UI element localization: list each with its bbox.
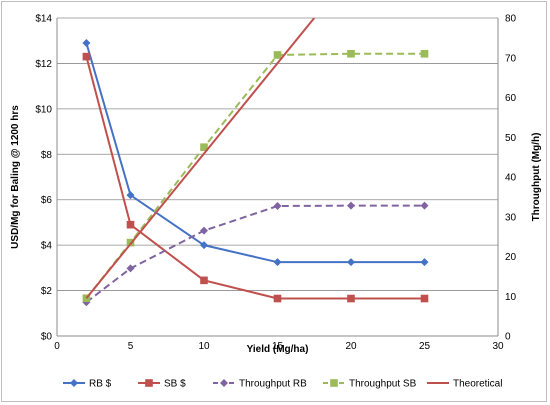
x-tick-label: 0 bbox=[54, 341, 60, 352]
y-tick-label: $14 bbox=[35, 14, 52, 25]
x-tick-label: 20 bbox=[345, 341, 357, 352]
series-line bbox=[85, 42, 425, 264]
y2-tick-label: 10 bbox=[505, 292, 517, 303]
data-point bbox=[200, 143, 208, 151]
axes bbox=[56, 18, 499, 337]
legend-item: Theoretical bbox=[427, 379, 502, 390]
y-tick-label: $2 bbox=[41, 286, 53, 297]
data-point bbox=[126, 220, 135, 229]
series-layer bbox=[82, 18, 429, 307]
legend-item: Throughput SB bbox=[323, 379, 417, 390]
legend-label: Theoretical bbox=[453, 379, 502, 390]
data-point bbox=[420, 49, 429, 58]
series-sb bbox=[82, 52, 429, 303]
series-theoretical bbox=[85, 18, 316, 299]
legend: RB $ SB $ Throughput RB Throughput SB Theore… bbox=[63, 379, 502, 390]
x-tick-label: 30 bbox=[492, 341, 504, 352]
data-point bbox=[200, 226, 208, 235]
y-tick-label: $0 bbox=[41, 332, 53, 343]
tick-labels: $0 $2 $4 $6 $8 $10 $12 $14 0 10 20 30 40 50 60 70 80 0 5 10… bbox=[35, 14, 516, 353]
y2-tick-label: 20 bbox=[505, 252, 517, 263]
legend-item: Throughput RB bbox=[213, 379, 307, 390]
y2-tick-label: 80 bbox=[505, 14, 517, 25]
data-point bbox=[347, 294, 355, 303]
x-tick-label: 5 bbox=[128, 341, 134, 352]
series-line bbox=[85, 204, 425, 304]
legend-marker bbox=[220, 379, 228, 387]
legend-item: SB $ bbox=[138, 379, 186, 390]
data-point bbox=[126, 191, 135, 200]
y-tick-label: $8 bbox=[41, 150, 53, 161]
gridlines bbox=[57, 17, 498, 291]
y2-tick-label: 50 bbox=[505, 133, 517, 144]
data-point bbox=[200, 241, 208, 250]
data-point bbox=[273, 51, 282, 59]
series-throughput-sb bbox=[82, 49, 429, 303]
data-point bbox=[82, 38, 91, 47]
data-point bbox=[347, 258, 355, 267]
legend-item: RB $ bbox=[63, 379, 112, 390]
y2-tick-label: 30 bbox=[505, 212, 517, 223]
data-point bbox=[126, 264, 135, 273]
series-line bbox=[85, 56, 425, 300]
y-tick-label: $6 bbox=[41, 195, 53, 206]
data-point bbox=[82, 52, 91, 61]
y2-tick-label: 70 bbox=[505, 53, 517, 64]
data-point bbox=[273, 258, 282, 267]
y2-axis-title: Throughput (Mg/h) bbox=[531, 133, 542, 222]
x-tick-label: 10 bbox=[198, 341, 210, 352]
data-point bbox=[420, 258, 429, 267]
legend-label: SB $ bbox=[164, 379, 186, 390]
series-line bbox=[85, 18, 316, 299]
y-tick-label: $12 bbox=[35, 59, 52, 70]
y2-tick-label: 0 bbox=[505, 332, 511, 343]
y2-tick-label: 40 bbox=[505, 173, 517, 184]
legend-label: Throughput RB bbox=[239, 379, 307, 390]
data-point bbox=[420, 294, 429, 303]
y2-tick-label: 60 bbox=[505, 93, 517, 104]
y-tick-label: $4 bbox=[41, 241, 53, 252]
x-tick-label: 15 bbox=[272, 341, 284, 352]
y-axis-title: USD/Mg for Baling @ 1200 hrs bbox=[10, 105, 21, 249]
legend-marker bbox=[70, 379, 78, 387]
y-tick-label: $10 bbox=[35, 104, 52, 115]
data-point bbox=[347, 201, 355, 210]
series-rb bbox=[82, 38, 429, 267]
legend-label: Throughput SB bbox=[349, 379, 417, 390]
data-point bbox=[82, 294, 91, 303]
data-point bbox=[273, 202, 282, 211]
x-axis-title: Yield (Mg/ha) bbox=[247, 344, 309, 355]
data-point bbox=[200, 276, 208, 285]
data-point bbox=[420, 201, 429, 210]
legend-marker bbox=[330, 379, 338, 387]
legend-marker bbox=[145, 379, 153, 387]
x-tick-label: 25 bbox=[419, 341, 431, 352]
data-point bbox=[347, 49, 355, 58]
data-point bbox=[273, 294, 282, 303]
legend-label: RB $ bbox=[89, 379, 112, 390]
